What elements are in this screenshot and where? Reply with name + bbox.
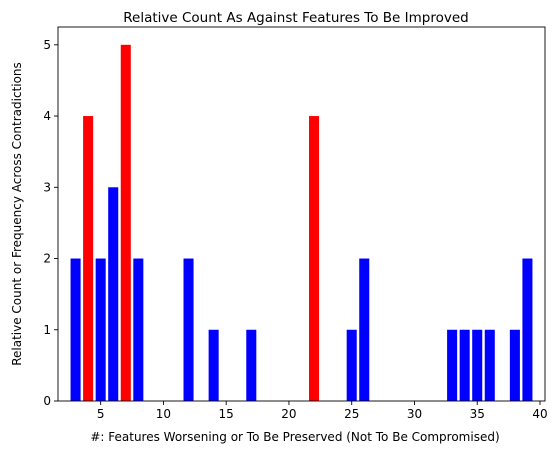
bar-22 [309, 116, 320, 402]
bar-12 [183, 258, 194, 401]
bar-8 [133, 258, 144, 401]
y-axis-ticks: 0 1 2 3 4 5 [43, 38, 58, 408]
x-tick-label: 25 [344, 407, 359, 421]
x-axis-ticks: 5 10 15 20 25 30 35 40 [97, 401, 548, 421]
bar-39 [522, 258, 533, 401]
bar-14 [208, 329, 219, 401]
bar-6 [108, 187, 119, 401]
bar-7 [120, 44, 131, 402]
bar-36 [484, 329, 495, 401]
bar-3 [70, 258, 81, 401]
bar-38 [509, 329, 520, 401]
bar-5 [95, 258, 106, 401]
y-tick-label: 5 [43, 38, 51, 52]
x-tick-label: 20 [281, 407, 296, 421]
x-tick-label: 10 [156, 407, 171, 421]
x-tick-label: 15 [219, 407, 234, 421]
bar-25 [346, 329, 357, 401]
chart-title: Relative Count As Against Features To Be… [123, 10, 468, 26]
x-tick-label: 40 [532, 407, 547, 421]
x-tick-label: 5 [97, 407, 105, 421]
bar-35 [472, 329, 483, 401]
y-tick-label: 3 [43, 180, 51, 194]
x-axis-label: #: Features Worsening or To Be Preserved… [90, 430, 499, 444]
y-tick-label: 2 [43, 252, 51, 266]
bar-34 [459, 329, 470, 401]
bars-group [70, 44, 533, 402]
y-tick-label: 1 [43, 323, 51, 337]
bar-26 [359, 258, 370, 401]
bar-17 [246, 329, 257, 401]
y-axis-label: Relative Count or Frequency Across Contr… [10, 62, 24, 366]
x-tick-label: 30 [407, 407, 422, 421]
plot-frame [57, 26, 546, 402]
y-tick-label: 0 [43, 394, 51, 408]
bar-4 [83, 116, 94, 402]
x-tick-label: 35 [470, 407, 485, 421]
bar-33 [447, 329, 458, 401]
y-tick-label: 4 [43, 109, 51, 123]
